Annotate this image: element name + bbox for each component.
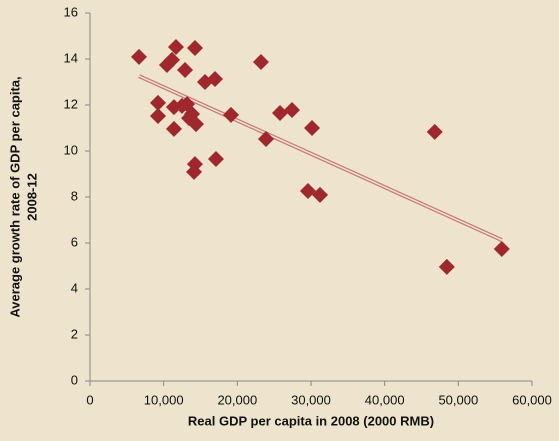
scatter-point — [304, 120, 321, 136]
scatter-point — [493, 240, 510, 257]
scatter-point — [222, 106, 239, 123]
scatter-point — [177, 62, 194, 79]
scatter-point — [186, 163, 203, 180]
x-axis-title: Real GDP per capita in 2008 (2000 RMB) — [188, 413, 434, 428]
y-tick-label: 4 — [71, 280, 78, 295]
y-tick-label: 14 — [64, 50, 78, 65]
scatter-point — [271, 105, 288, 122]
y-tick-label: 6 — [71, 234, 78, 249]
y-tick-label: 10 — [64, 142, 78, 157]
scatter-point — [149, 108, 166, 125]
y-tick-label: 2 — [71, 326, 78, 341]
x-tick-label: 20,000 — [217, 392, 257, 407]
scatter-point — [257, 131, 274, 148]
scatter-point — [167, 39, 184, 56]
x-tick-label: 10,000 — [144, 392, 184, 407]
scatter-point — [149, 94, 166, 111]
scatter-point — [252, 53, 269, 70]
scatter-point — [186, 39, 203, 56]
scatter-point — [130, 48, 147, 65]
trendline-inner — [138, 75, 503, 241]
scatter-point — [438, 258, 455, 275]
scatter-point — [207, 151, 224, 168]
y-tick-label: 8 — [71, 188, 78, 203]
scatter-point — [299, 183, 316, 200]
scatter-point — [158, 56, 175, 73]
scatter-point — [311, 186, 328, 203]
x-tick-label: 30,000 — [291, 392, 331, 407]
y-tick-label: 16 — [64, 4, 78, 19]
scatter-point — [165, 120, 182, 137]
scatter-point — [283, 102, 300, 119]
y-axis-title: Average growth rate of GDP per capita, 2… — [7, 76, 39, 317]
x-tick-label: 50,000 — [438, 392, 478, 407]
scatter-point — [188, 116, 205, 133]
x-tick-label: 40,000 — [365, 392, 405, 407]
scatter-point — [426, 123, 443, 140]
x-tick-label: 60,000 — [512, 392, 552, 407]
y-tick-label: 0 — [71, 372, 78, 387]
scatter-point — [207, 71, 224, 88]
y-tick-label: 12 — [64, 96, 78, 111]
y-axis-title-line: 2008-12 — [24, 173, 39, 221]
scatter-point — [163, 51, 180, 68]
x-tick-label: 0 — [86, 392, 93, 407]
y-axis-title-line: Average growth rate of GDP per capita, — [7, 76, 22, 317]
